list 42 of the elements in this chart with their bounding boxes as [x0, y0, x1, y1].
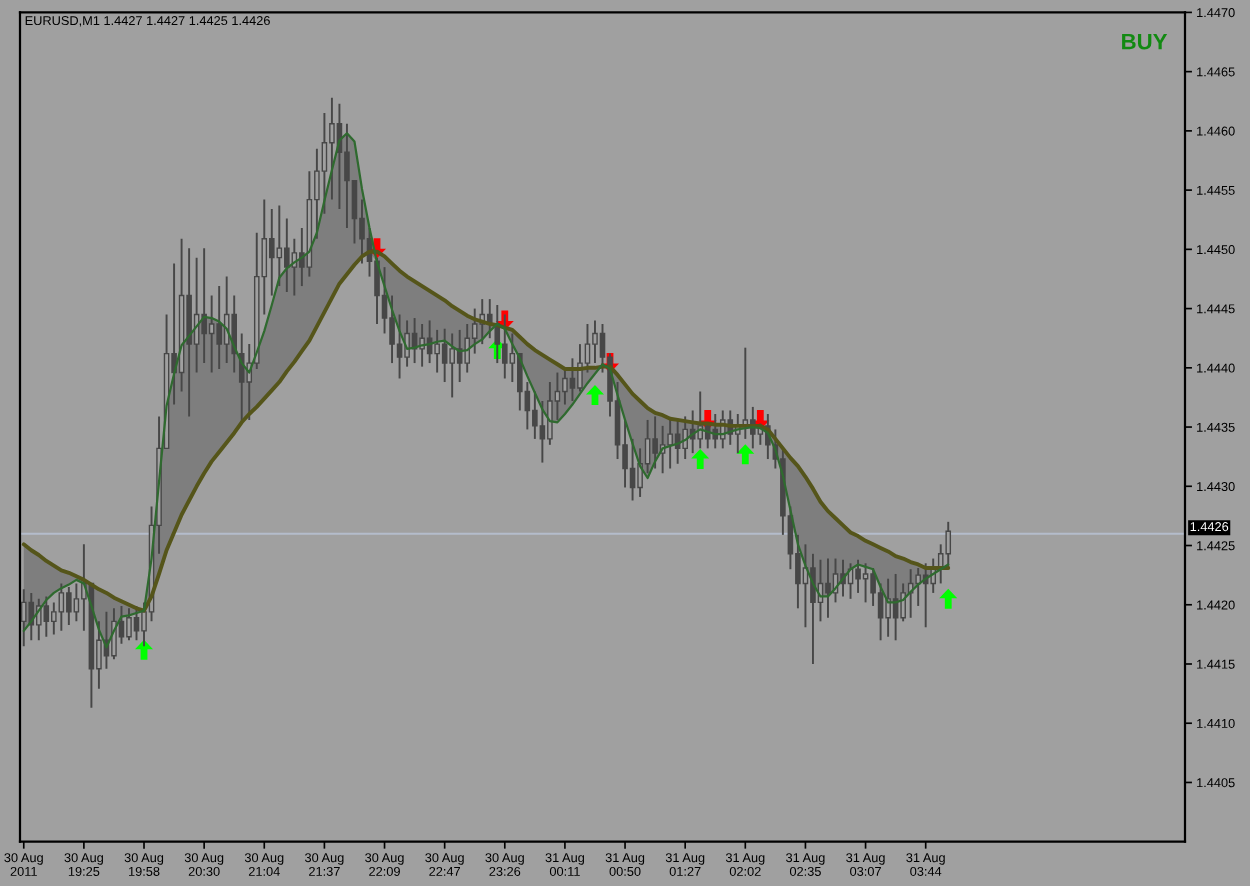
point — [585, 385, 604, 406]
candlestick — [35, 597, 42, 642]
candlestick — [667, 418, 673, 470]
candlestick — [592, 319, 598, 365]
candlestick — [329, 96, 335, 201]
candlestick — [58, 582, 65, 632]
candlestick — [547, 381, 553, 446]
candlestick — [501, 313, 508, 380]
candlestick — [321, 112, 328, 215]
candlestick — [825, 557, 831, 619]
candlestick — [43, 595, 50, 638]
candlestick — [208, 294, 215, 374]
candlestick — [712, 413, 719, 450]
candlestick — [20, 588, 27, 648]
candlestick — [73, 582, 80, 623]
annotation: BUY — [1122, 33, 1168, 50]
point — [939, 588, 958, 609]
candlestick — [396, 313, 403, 380]
candlestick — [652, 415, 658, 470]
point — [736, 444, 755, 465]
point — [691, 449, 710, 470]
candlestick — [569, 357, 576, 402]
candlestick — [201, 247, 207, 365]
candlestick — [539, 400, 546, 464]
candlestick — [276, 204, 283, 288]
candlestick — [126, 607, 132, 642]
candlestick — [697, 390, 704, 450]
candlestick — [133, 604, 140, 642]
candlestick — [284, 217, 290, 293]
candlestick — [810, 552, 816, 665]
candlestick — [344, 122, 350, 229]
candlestick — [682, 415, 688, 461]
candlestick — [464, 323, 471, 374]
candlestick — [862, 562, 869, 604]
candlestick — [268, 208, 275, 297]
candlestick — [855, 558, 861, 594]
candlestick — [66, 586, 72, 626]
candlestick — [441, 327, 448, 383]
candlestick — [434, 328, 440, 374]
candlestick — [216, 285, 222, 370]
candlestick — [449, 332, 455, 399]
candlestick — [885, 577, 891, 638]
